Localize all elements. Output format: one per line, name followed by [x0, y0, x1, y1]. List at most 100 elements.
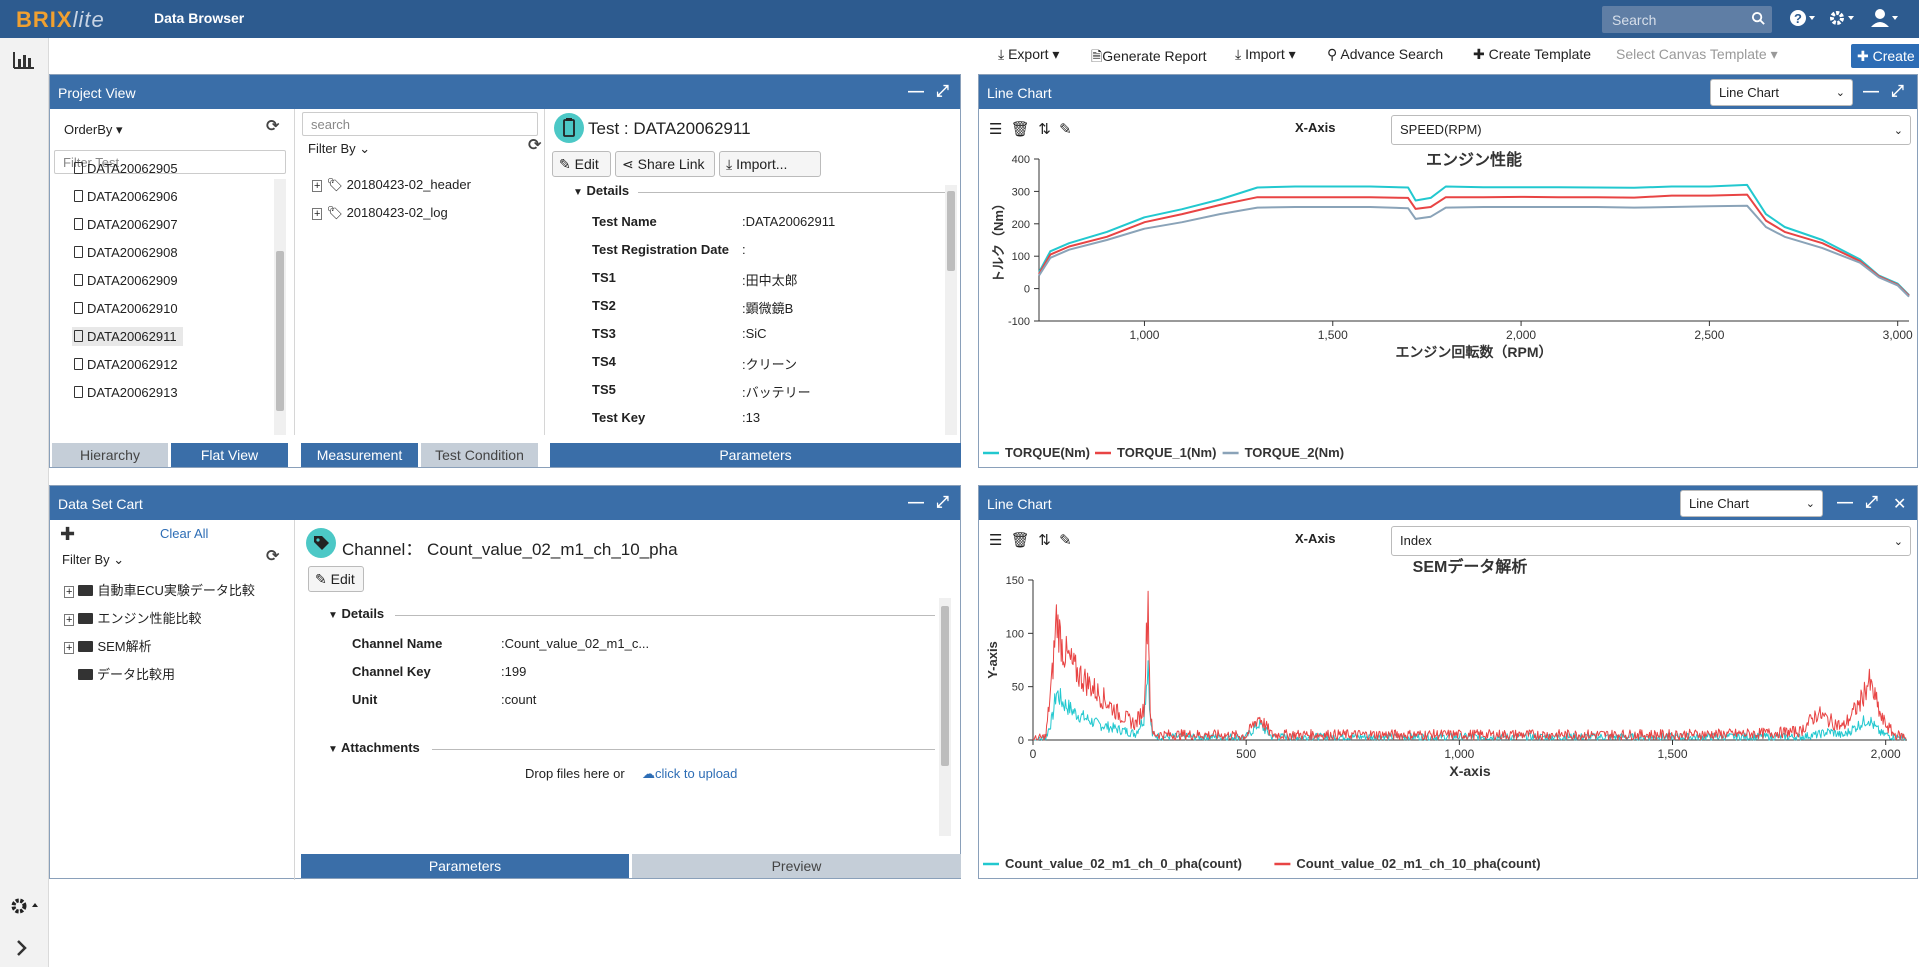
- filter-test-input[interactable]: [54, 150, 286, 174]
- clear-all-link[interactable]: Clear All: [160, 526, 209, 541]
- edit-button[interactable]: ✎ Edit: [552, 151, 611, 177]
- chart-type-select[interactable]: Line Chart ⌄: [1710, 79, 1853, 106]
- measurement-tree-item[interactable]: + 🏷 20180423-02_header: [312, 177, 471, 193]
- channel-scrollbar[interactable]: [939, 598, 951, 836]
- x-axis-select[interactable]: Index ⌄: [1391, 526, 1911, 556]
- y-tick-label: -100: [1008, 316, 1030, 328]
- test-list-item[interactable]: DATA20062911: [72, 327, 183, 346]
- detail-value: :クリーン: [742, 357, 797, 372]
- folder-tree-item[interactable]: データ比較用: [78, 664, 175, 683]
- expand-icon[interactable]: +: [64, 586, 75, 598]
- search-icon[interactable]: [1751, 11, 1766, 26]
- rail-settings-icon[interactable]: [9, 896, 41, 916]
- test-list-item[interactable]: DATA20062908: [72, 243, 184, 262]
- x-axis-select[interactable]: SPEED(RPM) ⌄: [1391, 115, 1911, 145]
- chart-type-select[interactable]: Line Chart ⌄: [1680, 490, 1823, 517]
- refresh-icon[interactable]: ⟳: [528, 137, 542, 154]
- x-axis-label: X-Axis: [1295, 531, 1336, 546]
- select-canvas-template-dropdown[interactable]: Select Canvas Template ▾: [1616, 46, 1778, 62]
- brand-logo[interactable]: BRIXlite: [16, 7, 105, 32]
- clipboard-icon: [74, 386, 83, 398]
- tab-flat-view[interactable]: Flat View: [171, 443, 288, 467]
- test-list-item[interactable]: DATA20062905: [72, 159, 184, 178]
- clipboard-icon: [74, 218, 83, 230]
- filter-by-dropdown[interactable]: Filter By ⌄: [308, 141, 371, 156]
- minimize-icon[interactable]: —: [1837, 494, 1853, 511]
- refresh-icon[interactable]: ⟳: [266, 118, 280, 135]
- tab-parameters[interactable]: Parameters: [301, 854, 629, 878]
- folder-tree-item[interactable]: + エンジン性能比較: [64, 608, 201, 627]
- test-list-item[interactable]: DATA20062906: [72, 187, 184, 206]
- test-list-scrollbar[interactable]: [274, 179, 286, 435]
- import-button[interactable]: ⤓ Import...: [719, 151, 821, 177]
- maximize-icon[interactable]: ⤢: [936, 494, 949, 511]
- tab-measurement[interactable]: Measurement: [301, 443, 418, 467]
- x-tick-label: 1,500: [1318, 328, 1348, 342]
- create-template-button[interactable]: ✚ Create Template: [1473, 46, 1592, 62]
- details-scrollbar[interactable]: [945, 185, 957, 435]
- export-button[interactable]: ⤓ Export ▾: [998, 46, 1060, 62]
- minimize-icon[interactable]: —: [1863, 83, 1879, 100]
- test-list-item[interactable]: DATA20062907: [72, 215, 184, 234]
- test-list-item[interactable]: DATA20062913: [72, 383, 184, 402]
- measurement-search-input[interactable]: [302, 112, 538, 136]
- user-menu[interactable]: [1870, 8, 1900, 30]
- detail-label: TS2: [592, 298, 616, 313]
- trash-icon[interactable]: 🗑: [1010, 121, 1030, 138]
- tab-test-condition[interactable]: Test Condition: [421, 443, 538, 467]
- drop-zone-text: Drop files here or: [525, 766, 625, 781]
- minimize-icon[interactable]: —: [908, 494, 924, 511]
- test-icon: [554, 113, 584, 143]
- maximize-icon[interactable]: ⤢: [1865, 494, 1878, 511]
- help-menu[interactable]: ?: [1789, 8, 1817, 30]
- bar-chart-icon[interactable]: [12, 50, 36, 70]
- test-list-item[interactable]: DATA20062909: [72, 271, 184, 290]
- create-canvas-button[interactable]: ✚ Create Canvas: [1851, 44, 1919, 68]
- test-list-item[interactable]: DATA20062912: [72, 355, 184, 374]
- menu-icon[interactable]: ☰: [989, 121, 1003, 138]
- add-icon[interactable]: ✚: [60, 524, 76, 544]
- sort-icon[interactable]: ⇅: [1038, 121, 1051, 138]
- upload-link[interactable]: ☁click to upload: [642, 766, 738, 781]
- minimize-icon[interactable]: —: [908, 83, 924, 100]
- test-list-item[interactable]: DATA20062910: [72, 299, 184, 318]
- tab-hierarchy[interactable]: Hierarchy: [52, 443, 168, 467]
- gear-icon: [1830, 11, 1854, 25]
- tab-preview[interactable]: Preview: [632, 854, 961, 878]
- order-by-dropdown[interactable]: OrderBy ▾: [64, 122, 123, 137]
- share-link-button[interactable]: ⋖ Share Link: [615, 151, 715, 177]
- pencil-icon[interactable]: ✎: [1059, 121, 1072, 138]
- expand-icon[interactable]: +: [312, 180, 323, 192]
- details-section-toggle[interactable]: ▼ Details: [573, 183, 630, 198]
- details-section-toggle[interactable]: ▼ Details: [328, 606, 385, 621]
- global-search-input[interactable]: [1602, 6, 1752, 33]
- generate-report-button[interactable]: 🗎Generate Report: [1091, 48, 1207, 64]
- folder-tree-item[interactable]: + 自動車ECU実験データ比較: [64, 580, 255, 599]
- menu-icon[interactable]: ☰: [989, 532, 1003, 549]
- attachments-section-toggle[interactable]: ▼ Attachments: [328, 740, 420, 755]
- folder-name: 自動車ECU実験データ比較: [97, 583, 255, 598]
- edit-button[interactable]: ✎ Edit: [308, 566, 364, 592]
- test-name: DATA20062913: [87, 385, 178, 400]
- expand-rail-icon[interactable]: [12, 938, 32, 958]
- close-icon[interactable]: ✕: [1893, 496, 1907, 513]
- series-line: [1038, 183, 1910, 296]
- folder-tree-item[interactable]: + SEM解析: [64, 636, 152, 655]
- tab-parameters[interactable]: Parameters: [550, 443, 961, 467]
- filter-by-dropdown[interactable]: Filter By ⌄: [62, 552, 125, 567]
- detail-value: :Count_value_02_m1_c...: [501, 636, 650, 651]
- pencil-icon[interactable]: ✎: [1059, 532, 1072, 549]
- trash-icon[interactable]: 🗑: [1010, 532, 1030, 549]
- advance-search-button[interactable]: ⚲ Advance Search: [1327, 46, 1444, 62]
- maximize-icon[interactable]: ⤢: [1891, 83, 1904, 100]
- maximize-icon[interactable]: ⤢: [936, 83, 949, 100]
- import-button[interactable]: ⤓ Import ▾: [1235, 46, 1296, 62]
- expand-icon[interactable]: +: [312, 208, 323, 220]
- expand-icon[interactable]: +: [64, 614, 75, 626]
- detail-value: :SiC: [742, 326, 767, 341]
- settings-menu[interactable]: [1828, 8, 1856, 30]
- expand-icon[interactable]: +: [64, 642, 75, 654]
- refresh-icon[interactable]: ⟳: [266, 548, 280, 565]
- measurement-tree-item[interactable]: + 🏷 20180423-02_log: [312, 205, 448, 221]
- sort-icon[interactable]: ⇅: [1038, 532, 1051, 549]
